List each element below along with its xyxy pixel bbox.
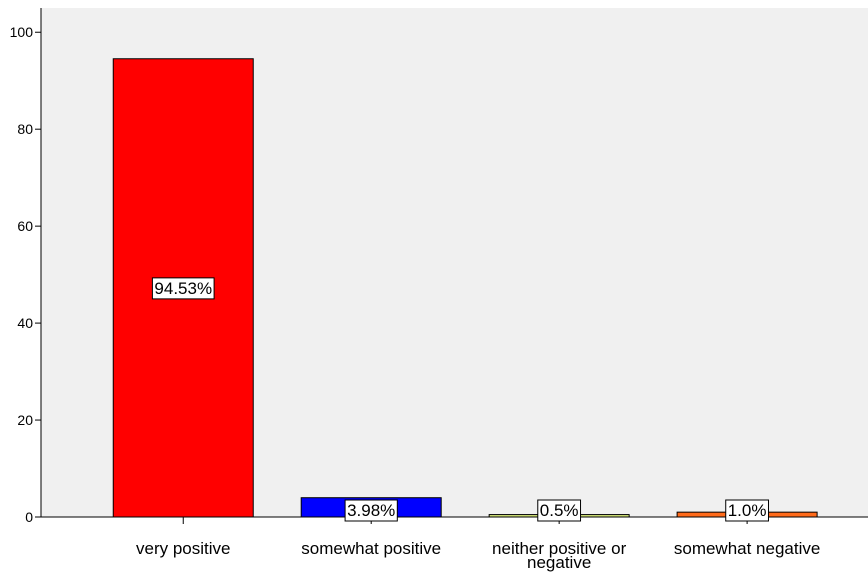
data-label: 3.98%	[344, 499, 398, 522]
category-labels: very positive somewhat positive neither po…	[136, 539, 820, 572]
y-tick-label: 40	[17, 315, 33, 331]
data-label-text: 1.0%	[728, 501, 767, 520]
data-label-box	[537, 499, 582, 522]
category-label: neither positive or	[492, 539, 627, 558]
data-label-box	[725, 499, 769, 522]
category-label: negative	[527, 553, 591, 572]
category-label: somewhat negative	[674, 539, 820, 558]
category-label: very positive	[136, 539, 230, 558]
y-tick-label: 0	[25, 509, 33, 525]
data-label: 1.0%	[725, 499, 769, 522]
data-label-text: 3.98%	[347, 501, 395, 520]
y-tick-label: 20	[17, 412, 33, 428]
data-label-text: 0.5%	[540, 501, 579, 520]
data-label-box	[151, 277, 215, 300]
data-label-text: 94.53%	[154, 279, 212, 298]
data-label: 0.5%	[537, 499, 582, 522]
y-axis: 0 20 40 60 80 100	[10, 8, 42, 525]
y-tick-label: 80	[17, 121, 33, 137]
y-tick-label: 100	[10, 24, 34, 40]
data-labels: 94.53% 3.98% 0.5% 1.0%	[151, 277, 769, 522]
y-tick-label: 60	[17, 218, 33, 234]
category-label: somewhat positive	[301, 539, 441, 558]
data-label-box	[344, 499, 398, 522]
data-label: 94.53%	[151, 277, 215, 300]
